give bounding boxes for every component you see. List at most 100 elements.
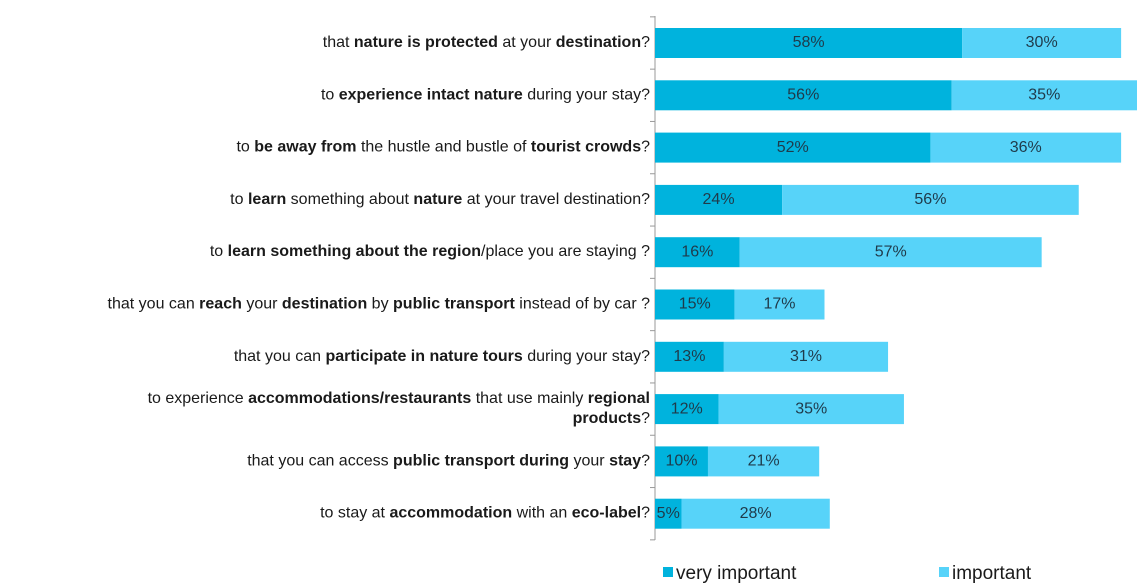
- label-run: eco-label: [572, 505, 641, 522]
- category-label: to stay at accommodation with an eco-lab…: [320, 505, 650, 522]
- category-label: to experience accommodations/restaurants…: [148, 390, 650, 407]
- label-run: to: [236, 139, 254, 156]
- value-label: 35%: [1028, 87, 1060, 104]
- label-run: instead of by car ?: [515, 296, 650, 313]
- category-label: that you can reach your destination by p…: [108, 296, 651, 313]
- label-run: by: [367, 296, 393, 313]
- bar-segment: [930, 132, 1122, 163]
- bar-segment: [951, 80, 1137, 111]
- value-label: 56%: [914, 191, 946, 208]
- label-run: stay: [609, 453, 641, 470]
- value-label: 15%: [679, 296, 711, 313]
- value-label: 12%: [671, 400, 703, 417]
- label-run: at your: [498, 34, 556, 51]
- category-label: to be away from the hustle and bustle of…: [236, 139, 650, 156]
- label-run: with an: [512, 505, 572, 522]
- label-run: during your stay?: [523, 87, 650, 104]
- bar-segment: [655, 132, 931, 163]
- bar-segment: [681, 498, 830, 529]
- value-label: 36%: [1010, 139, 1042, 156]
- label-run: be away from: [254, 139, 356, 156]
- label-run: your: [569, 453, 609, 470]
- label-run: nature: [413, 191, 462, 208]
- bar-segment: [655, 394, 719, 425]
- label-run: experience intact nature: [339, 87, 523, 104]
- label-run: during your stay?: [523, 348, 650, 365]
- bar-segment: [655, 184, 783, 215]
- category-label: to experience intact nature during your …: [321, 87, 650, 104]
- value-label: 5%: [657, 505, 680, 522]
- label-run: ?: [641, 505, 650, 522]
- label-run: public transport: [393, 296, 515, 313]
- value-label: 58%: [793, 34, 825, 51]
- bar-segment: [962, 28, 1122, 58]
- label-run: your: [242, 296, 282, 313]
- label-run: the hustle and bustle of: [357, 139, 531, 156]
- category-label: that you can access public transport dur…: [247, 453, 650, 470]
- label-run: products: [573, 410, 642, 427]
- legend-label: very important: [676, 563, 797, 584]
- bar-segment: [655, 80, 952, 111]
- bar-segment: [655, 498, 682, 529]
- value-label: 13%: [673, 348, 705, 365]
- value-label: 24%: [703, 191, 735, 208]
- value-label: 16%: [681, 243, 713, 260]
- label-run: to experience: [148, 390, 249, 407]
- value-label: 10%: [665, 453, 697, 470]
- label-run: learn something about the region: [228, 243, 481, 260]
- label-run: ?: [641, 410, 650, 427]
- bar-segment: [655, 28, 963, 58]
- category-label: products?: [573, 410, 650, 427]
- label-run: to: [210, 243, 228, 260]
- bar-segment: [655, 446, 708, 477]
- category-label: to learn something about nature at your …: [230, 191, 650, 208]
- label-run: that you can access: [247, 453, 393, 470]
- bar-segment: [655, 341, 724, 372]
- bar-segment: [734, 289, 825, 320]
- legend-swatch: [939, 567, 949, 577]
- bar-segment: [782, 184, 1079, 215]
- category-label: that you can participate in nature tours…: [234, 348, 650, 365]
- label-run: something about: [286, 191, 413, 208]
- label-run: tourist crowds: [531, 139, 641, 156]
- label-run: ?: [641, 34, 650, 51]
- label-run: public transport during: [393, 453, 569, 470]
- label-run: ?: [641, 139, 650, 156]
- label-run: destination: [556, 34, 641, 51]
- value-label: 57%: [875, 243, 907, 260]
- category-label: to learn something about the region/plac…: [210, 243, 650, 260]
- bar-segment: [718, 394, 904, 425]
- bar-segment: [655, 237, 740, 268]
- label-run: to: [230, 191, 248, 208]
- label-run: that you can: [234, 348, 326, 365]
- category-label: that nature is protected at your destina…: [323, 34, 650, 51]
- label-run: learn: [248, 191, 286, 208]
- value-label: 52%: [777, 139, 809, 156]
- label-run: /place you are staying ?: [481, 243, 650, 260]
- value-label: 21%: [748, 453, 780, 470]
- label-run: at your travel destination?: [462, 191, 650, 208]
- bar-segment: [739, 237, 1042, 268]
- label-run: that use mainly: [471, 390, 588, 407]
- label-run: that you can: [108, 296, 200, 313]
- label-run: to: [321, 87, 339, 104]
- legend-label: important: [952, 563, 1032, 584]
- label-run: destination: [282, 296, 367, 313]
- bar-segment: [723, 341, 889, 372]
- value-label: 30%: [1026, 34, 1058, 51]
- bar-segment: [655, 289, 735, 320]
- label-run: nature is protected: [354, 34, 498, 51]
- label-run: ?: [641, 453, 650, 470]
- value-label: 31%: [790, 348, 822, 365]
- label-run: accommodation: [389, 505, 512, 522]
- label-run: to stay at: [320, 505, 389, 522]
- label-run: that: [323, 34, 354, 51]
- legend-swatch: [663, 567, 673, 577]
- value-label: 28%: [740, 505, 772, 522]
- bar-segment: [707, 446, 820, 477]
- value-label: 35%: [795, 400, 827, 417]
- label-run: accommodations/restaurants: [248, 390, 471, 407]
- value-label: 17%: [763, 296, 795, 313]
- label-run: reach: [199, 296, 242, 313]
